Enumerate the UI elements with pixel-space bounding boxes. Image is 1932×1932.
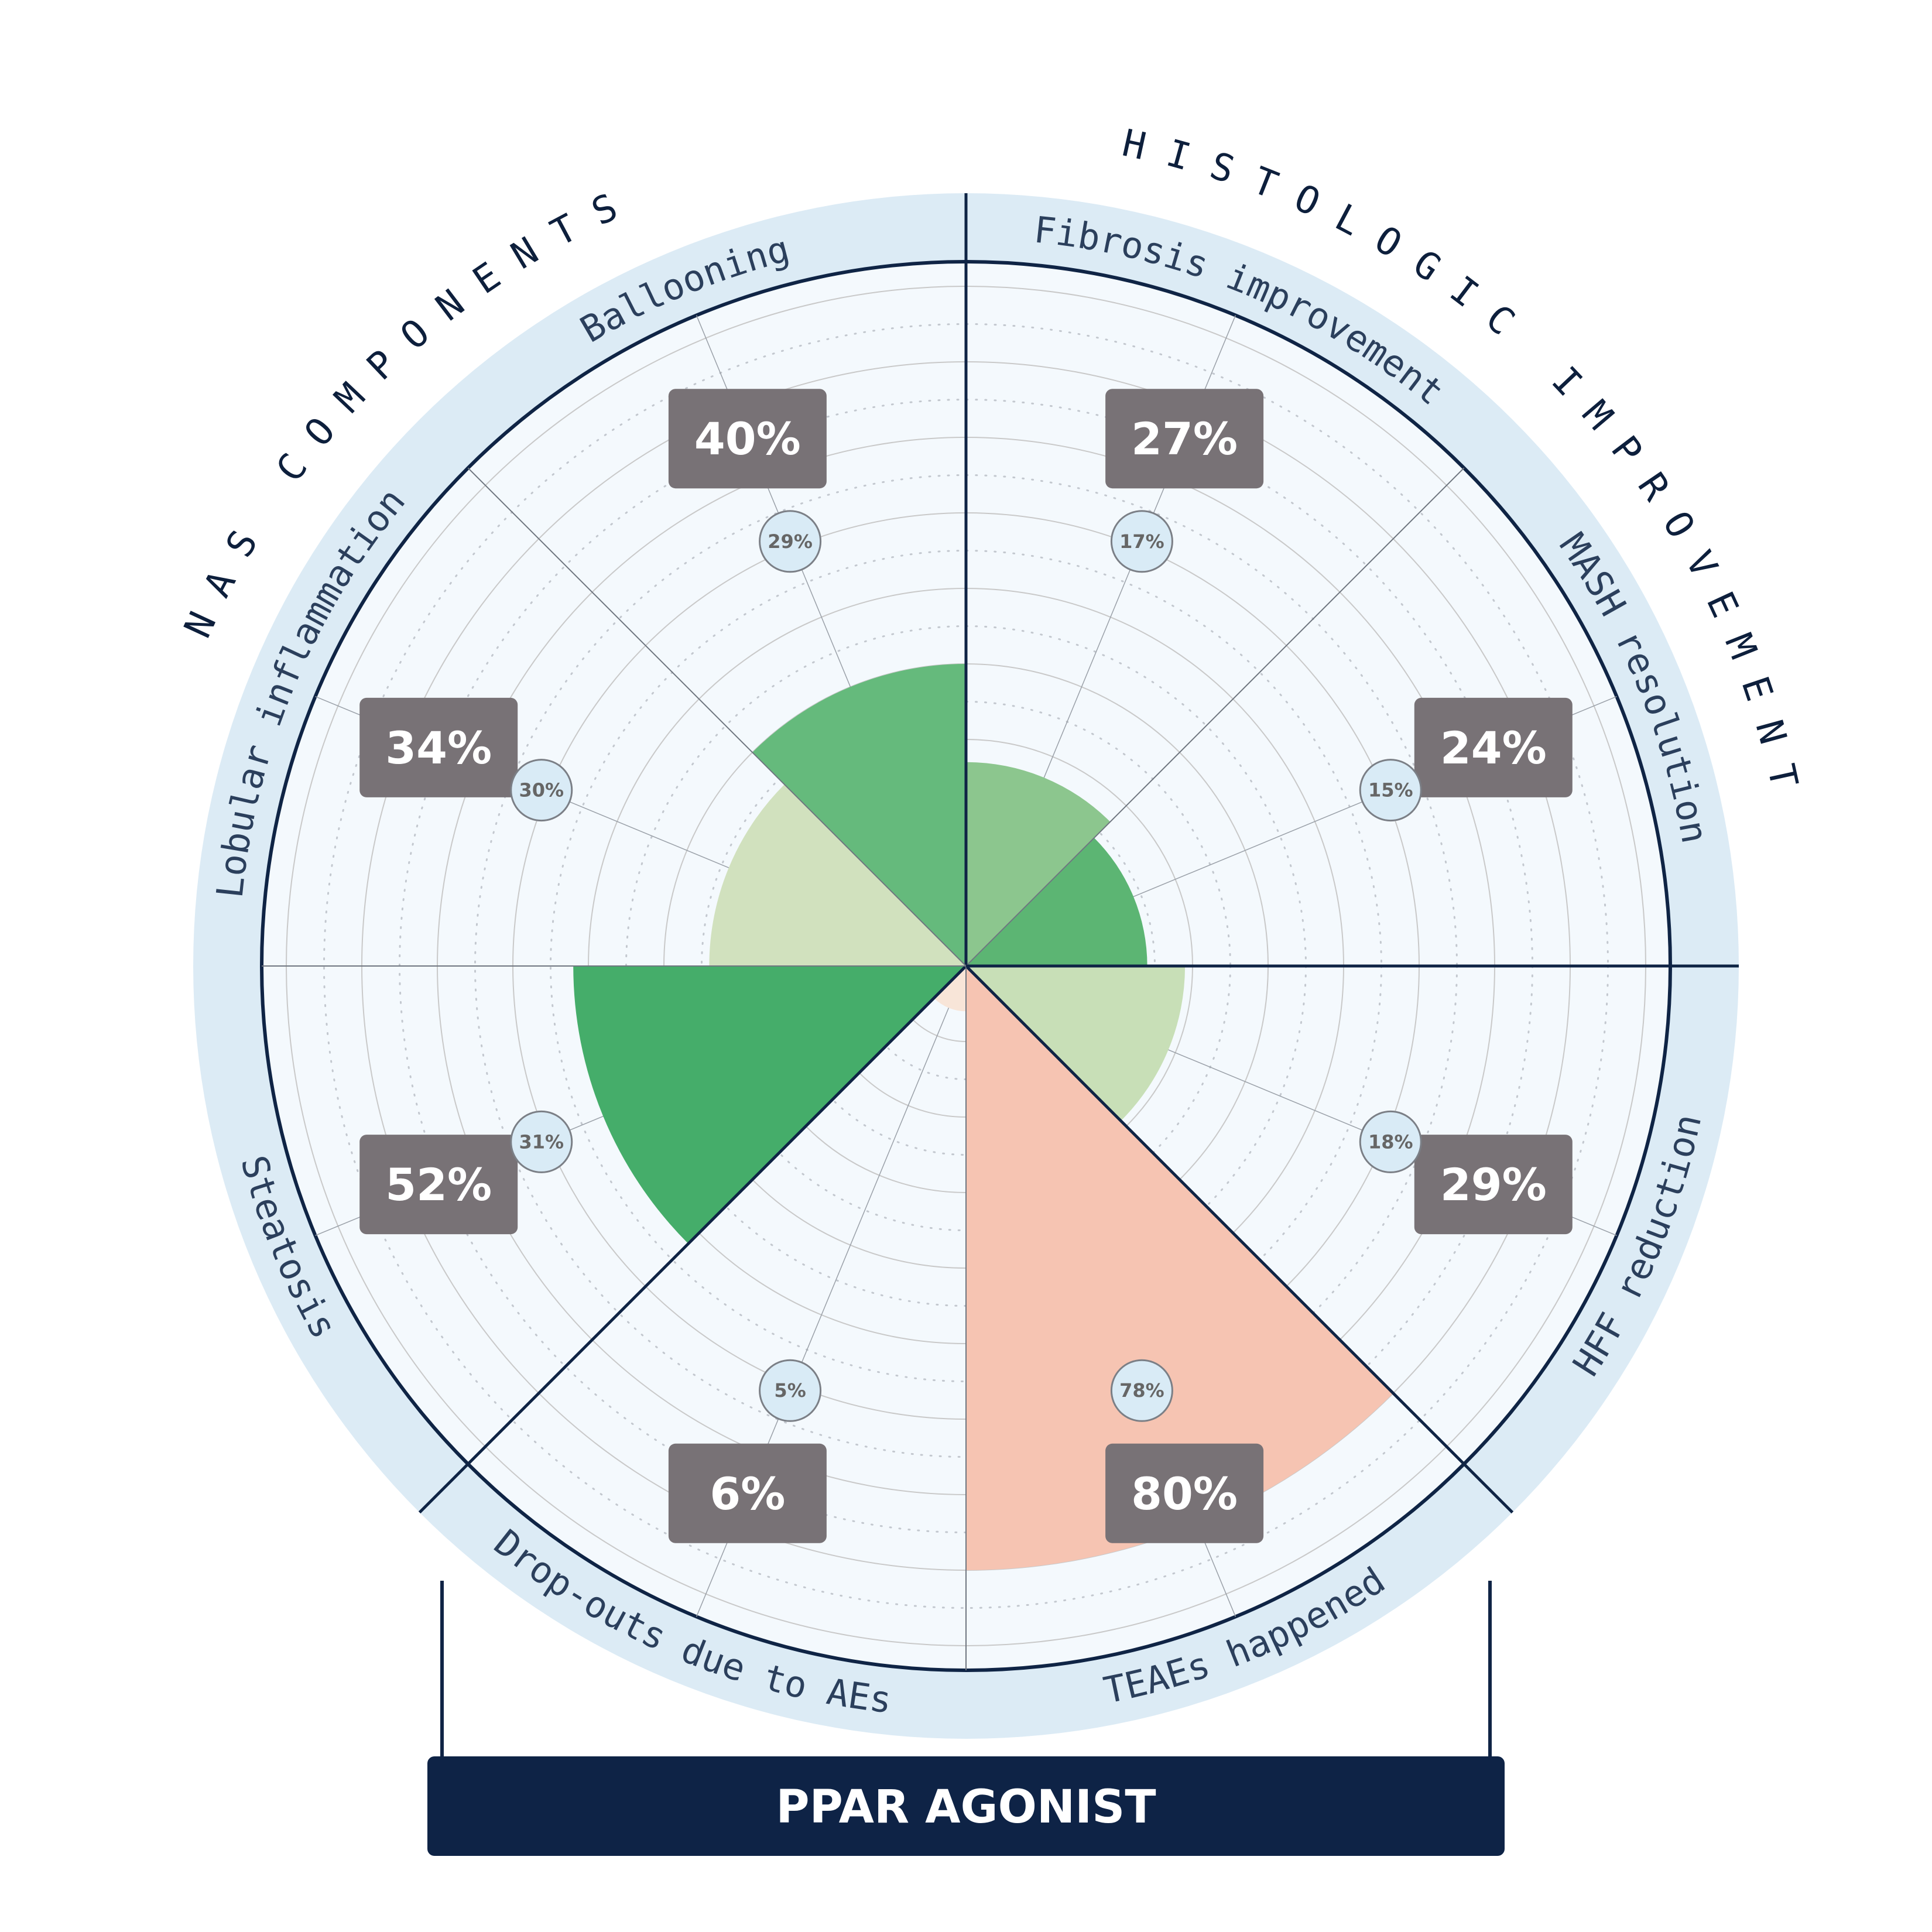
reference-badge-1 [1359,759,1422,822]
reference-label-7: 29% [768,530,813,553]
sector-dividers [262,193,1739,1670]
reference-badge-7 [759,510,822,573]
wedge-5 [573,966,966,1244]
reference-badge-4 [759,1359,822,1422]
reference-badge-2 [1359,1110,1422,1173]
value-label-7: 40% [694,413,801,465]
reference-label-0: 17% [1119,530,1164,553]
wedge-2 [966,966,1186,1121]
value-label-2: 29% [1440,1159,1547,1211]
wedge-3 [966,966,1393,1570]
reference-badge-3 [1110,1359,1173,1422]
reference-badge-0 [1110,510,1173,573]
reference-label-1: 15% [1368,779,1413,801]
wedge-0 [966,762,1111,966]
value-label-0: 27% [1131,413,1238,465]
value-label-1: 24% [1440,722,1547,774]
value-box-3 [1105,1443,1264,1543]
reference-label-5: 31% [519,1131,564,1153]
reference-badge-5 [510,1110,573,1173]
sector-divider [467,467,967,967]
value-label-6: 34% [385,722,492,774]
value-box-2 [1414,1135,1573,1235]
title-banner [427,1756,1505,1856]
wedge-6 [709,784,966,966]
wedge-7 [752,664,966,966]
value-box-0 [1105,389,1264,489]
reference-badge-6 [510,759,573,822]
reference-label-6: 30% [519,779,564,801]
group-divider [418,965,967,1514]
value-label-3: 80% [1131,1468,1238,1520]
value-box-4 [668,1443,827,1543]
value-box-5 [359,1135,518,1235]
group-divider [965,965,1514,1514]
chart-title: PPAR AGONIST [776,1781,1156,1834]
value-labels: 27% 17% 24% 15% 29% 18% 80% 78% 6% 5% 52% 31% 34% 30%… [359,389,1573,1543]
value-label-5: 52% [385,1159,492,1211]
value-label-4: 6% [710,1468,785,1520]
reference-label-3: 78% [1119,1379,1164,1402]
wedge-4 [934,966,966,1012]
reference-label-2: 18% [1368,1131,1413,1153]
value-box-1 [1414,697,1573,797]
title-bracket [440,1581,1492,1762]
reference-label-4: 5% [774,1379,806,1402]
data-wedges [573,664,1393,1570]
value-box-7 [668,389,827,489]
sector-divider [965,467,1465,967]
wedge-1 [966,838,1147,966]
value-box-6 [359,697,518,797]
